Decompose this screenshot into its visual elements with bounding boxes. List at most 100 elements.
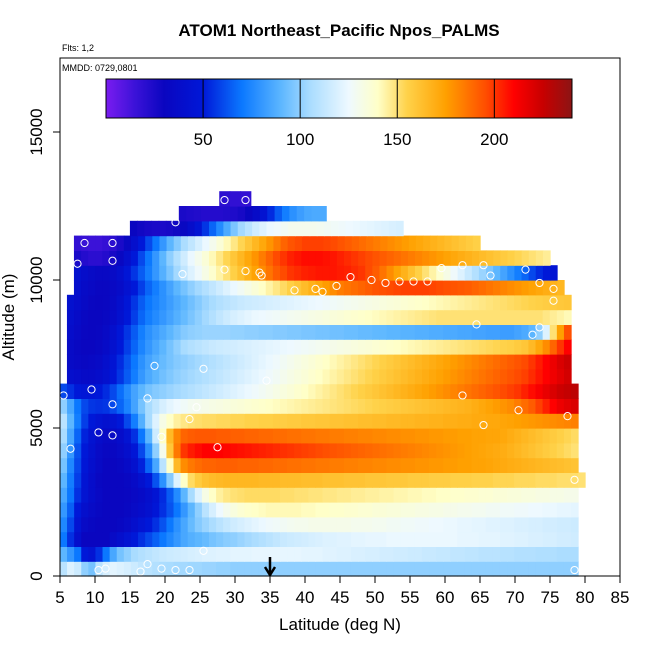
heatmap-cell bbox=[152, 294, 160, 311]
heatmap-cell bbox=[379, 428, 388, 444]
heatmap-cell bbox=[507, 309, 515, 325]
heatmap-cell bbox=[81, 413, 89, 429]
heatmap-cell bbox=[74, 502, 82, 518]
heatmap-cell bbox=[265, 250, 274, 266]
heatmap-cell bbox=[322, 309, 331, 325]
heatmap-cell bbox=[301, 561, 309, 577]
heatmap-cell bbox=[166, 235, 175, 251]
heatmap-cell bbox=[549, 398, 558, 414]
heatmap-cell bbox=[244, 309, 253, 325]
heatmap-cell bbox=[542, 280, 551, 296]
sample-point bbox=[143, 394, 152, 403]
heatmap-cell bbox=[193, 206, 202, 222]
heatmap-cell bbox=[514, 457, 522, 473]
heatmap-cell bbox=[521, 368, 530, 385]
heatmap-cell bbox=[535, 368, 544, 385]
heatmap-cell bbox=[145, 250, 153, 266]
heatmap-cell bbox=[109, 368, 118, 385]
heatmap-cell bbox=[130, 546, 139, 562]
heatmap-cell bbox=[343, 457, 352, 473]
heatmap-cell bbox=[301, 265, 309, 281]
heatmap-cell bbox=[358, 487, 366, 503]
heatmap-cell bbox=[159, 398, 168, 414]
heatmap-cell bbox=[137, 368, 146, 385]
heatmap-cell bbox=[244, 428, 253, 444]
heatmap-cell bbox=[436, 265, 444, 281]
heatmap-cell bbox=[315, 265, 324, 281]
heatmap-cell bbox=[178, 206, 187, 222]
heatmap-cell bbox=[194, 487, 203, 503]
heatmap-cell bbox=[194, 472, 203, 488]
heatmap-cell bbox=[208, 383, 217, 399]
heatmap-cell bbox=[180, 324, 189, 340]
heatmap-cell bbox=[343, 487, 352, 503]
heatmap-cell bbox=[345, 220, 354, 237]
heatmap-cell bbox=[429, 324, 437, 340]
heatmap-cell bbox=[400, 502, 409, 518]
x-tick-label: 70 bbox=[506, 588, 525, 607]
heatmap-cell bbox=[500, 354, 508, 370]
heatmap-cell bbox=[421, 546, 430, 562]
heatmap-cell bbox=[230, 442, 238, 459]
y-tick-label: 10000 bbox=[27, 256, 46, 303]
heatmap-cell bbox=[443, 339, 451, 355]
heatmap-cell bbox=[81, 442, 89, 459]
heatmap-cell bbox=[436, 324, 444, 340]
heatmap-cell bbox=[372, 561, 380, 577]
heatmap-cell bbox=[279, 280, 288, 296]
heatmap-cell bbox=[109, 502, 118, 518]
heatmap-cell bbox=[315, 561, 324, 577]
heatmap-cell bbox=[549, 442, 558, 459]
heatmap-cell bbox=[414, 472, 423, 488]
heatmap-cell bbox=[287, 413, 295, 429]
heatmap-cell bbox=[88, 516, 97, 533]
heatmap-cell bbox=[244, 383, 253, 399]
heatmap-cell bbox=[386, 339, 395, 355]
heatmap-cell bbox=[436, 561, 444, 577]
heatmap-cell bbox=[258, 250, 267, 266]
heatmap-cell bbox=[443, 546, 451, 562]
heatmap-cell bbox=[237, 516, 246, 533]
heatmap-cell bbox=[563, 428, 572, 444]
heatmap-cell bbox=[316, 235, 324, 251]
heatmap-cell bbox=[486, 265, 494, 281]
heatmap-cell bbox=[81, 294, 89, 311]
heatmap-cell bbox=[301, 280, 309, 296]
heatmap-cell bbox=[187, 294, 196, 311]
heatmap-cell bbox=[464, 354, 473, 370]
heatmap-cell bbox=[301, 487, 309, 503]
heatmap-cell bbox=[287, 398, 295, 414]
heatmap-cell bbox=[67, 398, 75, 414]
heatmap-cell bbox=[301, 398, 309, 414]
heatmap-cell bbox=[279, 487, 288, 503]
heatmap-cell bbox=[499, 428, 508, 444]
heatmap-cell bbox=[130, 294, 139, 311]
sample-point bbox=[479, 420, 488, 430]
heatmap-cell bbox=[244, 546, 253, 562]
heatmap-cell bbox=[414, 413, 423, 429]
heatmap-cell bbox=[201, 502, 210, 518]
heatmap-cell bbox=[216, 472, 224, 488]
heatmap-cell bbox=[301, 546, 309, 562]
heatmap-cell bbox=[109, 413, 118, 429]
heatmap-cell bbox=[95, 354, 104, 370]
heatmap-cell bbox=[258, 368, 267, 385]
heatmap-cell bbox=[123, 546, 132, 562]
heatmap-cell bbox=[464, 368, 473, 385]
heatmap-cell bbox=[528, 413, 537, 429]
x-tick-label: 5 bbox=[55, 588, 64, 607]
heatmap-cell bbox=[244, 502, 253, 518]
heatmap-cell bbox=[301, 250, 310, 266]
heatmap-cell bbox=[279, 368, 288, 385]
heatmap-cell bbox=[109, 354, 118, 370]
heatmap-cell bbox=[549, 383, 558, 399]
y-tick-label: 15000 bbox=[27, 108, 46, 155]
heatmap-cell bbox=[201, 413, 210, 429]
heatmap-cell bbox=[95, 309, 104, 325]
heatmap-cell bbox=[272, 383, 281, 399]
heatmap-cell bbox=[352, 220, 361, 237]
heatmap-cell bbox=[471, 442, 480, 459]
heatmap-cell bbox=[308, 265, 317, 281]
heatmap-cell bbox=[102, 398, 111, 414]
heatmap-cell bbox=[138, 413, 146, 429]
